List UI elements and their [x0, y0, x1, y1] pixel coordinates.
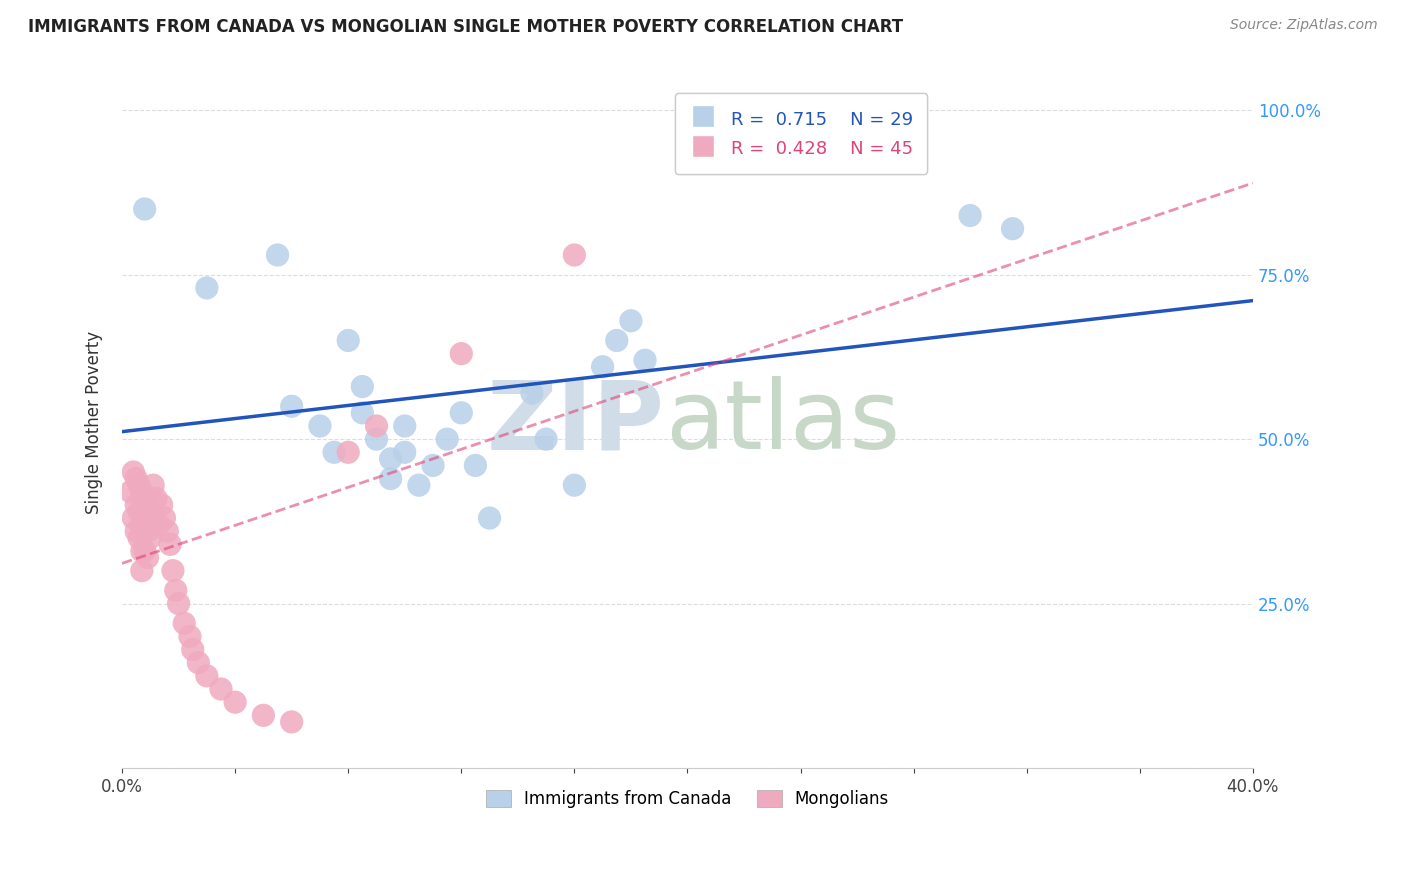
Point	[464, 458, 486, 473]
Point	[422, 458, 444, 473]
Point	[142, 478, 165, 492]
Point	[131, 564, 153, 578]
Point	[280, 399, 302, 413]
Point	[122, 511, 145, 525]
Point	[450, 406, 472, 420]
Point	[153, 511, 176, 525]
Point	[131, 517, 153, 532]
Point	[450, 346, 472, 360]
Point	[394, 445, 416, 459]
Point	[195, 669, 218, 683]
Point	[139, 531, 162, 545]
Point	[145, 491, 167, 506]
Point	[309, 419, 332, 434]
Point	[159, 537, 181, 551]
Y-axis label: Single Mother Poverty: Single Mother Poverty	[86, 331, 103, 515]
Point	[366, 432, 388, 446]
Point	[150, 498, 173, 512]
Point	[380, 451, 402, 466]
Point	[534, 432, 557, 446]
Point	[167, 597, 190, 611]
Point	[1001, 221, 1024, 235]
Point	[436, 432, 458, 446]
Point	[606, 334, 628, 348]
Point	[252, 708, 274, 723]
Point	[187, 656, 209, 670]
Point	[122, 465, 145, 479]
Point	[478, 511, 501, 525]
Point	[380, 472, 402, 486]
Point	[337, 445, 360, 459]
Point	[280, 714, 302, 729]
Point	[142, 511, 165, 525]
Point	[134, 511, 156, 525]
Point	[131, 484, 153, 499]
Point	[125, 472, 148, 486]
Point	[128, 478, 150, 492]
Point	[128, 504, 150, 518]
Point	[564, 478, 586, 492]
Point	[136, 498, 159, 512]
Point	[148, 517, 170, 532]
Point	[139, 504, 162, 518]
Point	[156, 524, 179, 539]
Point	[266, 248, 288, 262]
Point	[173, 616, 195, 631]
Point	[959, 209, 981, 223]
Text: atlas: atlas	[665, 376, 900, 469]
Point	[224, 695, 246, 709]
Text: ZIP: ZIP	[486, 376, 665, 469]
Point	[337, 334, 360, 348]
Point	[162, 564, 184, 578]
Point	[520, 386, 543, 401]
Point	[134, 202, 156, 216]
Point	[634, 353, 657, 368]
Point	[131, 544, 153, 558]
Point	[134, 491, 156, 506]
Point	[181, 642, 204, 657]
Point	[592, 359, 614, 374]
Legend: Immigrants from Canada, Mongolians: Immigrants from Canada, Mongolians	[479, 783, 896, 815]
Point	[125, 524, 148, 539]
Point	[179, 629, 201, 643]
Point	[134, 544, 156, 558]
Point	[128, 531, 150, 545]
Point	[352, 406, 374, 420]
Point	[564, 248, 586, 262]
Point	[120, 484, 142, 499]
Point	[209, 681, 232, 696]
Point	[323, 445, 346, 459]
Text: Source: ZipAtlas.com: Source: ZipAtlas.com	[1230, 18, 1378, 32]
Point	[125, 498, 148, 512]
Point	[408, 478, 430, 492]
Point	[136, 550, 159, 565]
Point	[366, 419, 388, 434]
Text: IMMIGRANTS FROM CANADA VS MONGOLIAN SINGLE MOTHER POVERTY CORRELATION CHART: IMMIGRANTS FROM CANADA VS MONGOLIAN SING…	[28, 18, 903, 36]
Point	[352, 379, 374, 393]
Point	[165, 583, 187, 598]
Point	[136, 524, 159, 539]
Point	[195, 281, 218, 295]
Point	[620, 314, 643, 328]
Point	[394, 419, 416, 434]
